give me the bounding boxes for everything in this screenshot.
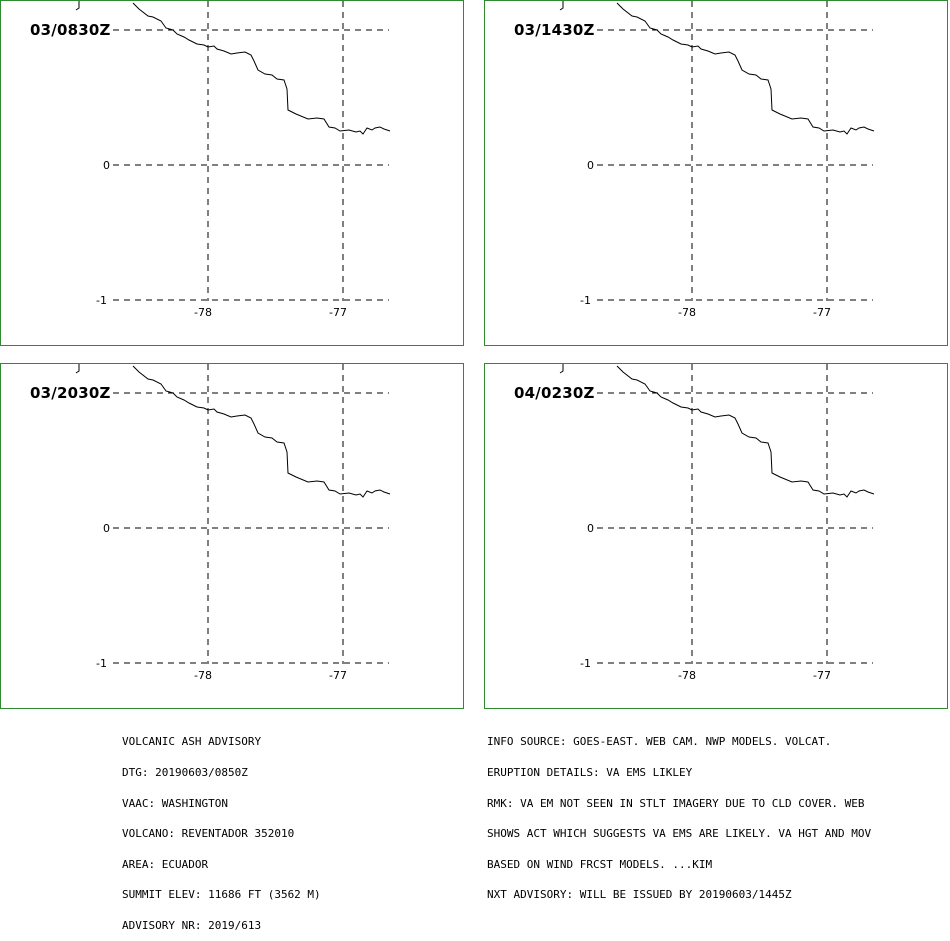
lon-label-minus78: -78 [678, 669, 696, 682]
advisory-number: ADVISORY NR: 2019/613 [122, 919, 262, 933]
lat-label-0: 0 [103, 522, 110, 535]
map-panel-4: 04/0230Z 0 -1 -78 -77 [484, 363, 948, 709]
advisory-info-source: INFO SOURCE: GOES-EAST. WEB CAM. NWP MOD… [487, 735, 832, 749]
advisory-vaac: VAAC: WASHINGTON [122, 796, 228, 810]
valid-time-label: 03/2030Z [30, 384, 111, 402]
map-canvas-2 [559, 1, 875, 301]
boundary-marker [75, 1, 80, 11]
boundary-marker [559, 364, 564, 374]
lon-label-minus77: -77 [813, 669, 831, 682]
lon-label-minus77: -77 [813, 306, 831, 319]
boundary-marker [559, 1, 564, 11]
graticule-4 [559, 364, 873, 664]
advisory-remark-2: SHOWS ACT WHICH SUGGESTS VA EMS ARE LIKE… [487, 827, 872, 841]
graticule-1 [75, 1, 389, 301]
map-panel-3: 03/2030Z 0 -1 -78 -77 [0, 363, 464, 709]
lat-label-minus1: -1 [96, 657, 107, 670]
lon-label-minus77: -77 [329, 669, 347, 682]
lat-label-minus1: -1 [96, 294, 107, 307]
map-panel-2: 03/1430Z 0 -1 -78 -77 [484, 0, 948, 346]
lat-label-minus1: -1 [580, 294, 591, 307]
advisory-title: VOLCANIC ASH ADVISORY [122, 735, 262, 749]
boundary-marker [75, 364, 80, 374]
coastline-3 [132, 365, 391, 498]
advisory-details-block: INFO SOURCE: GOES-EAST. WEB CAM. NWP MOD… [487, 717, 871, 911]
lon-label-minus78: -78 [194, 669, 212, 682]
advisory-remark-1: RMK: VA EM NOT SEEN IN STLT IMAGERY DUE … [487, 796, 865, 810]
advisory-volcano: VOLCANO: REVENTADOR 352010 [122, 827, 295, 841]
lat-label-minus1: -1 [580, 657, 591, 670]
lon-label-minus77: -77 [329, 306, 347, 319]
graticule-2 [559, 1, 873, 301]
advisory-summit-elev: SUMMIT ELEV: 11686 FT (3562 M) [122, 888, 321, 902]
advisory-eruption-details: ERUPTION DETAILS: VA EMS LIKLEY [487, 766, 693, 780]
lat-label-0: 0 [587, 159, 594, 172]
coastline-2 [616, 2, 875, 135]
advisory-remark-3: BASED ON WIND FRCST MODELS. ...KIM [487, 857, 713, 871]
lat-label-0: 0 [587, 522, 594, 535]
valid-time-label: 03/1430Z [514, 21, 595, 39]
map-canvas-1 [75, 1, 391, 301]
advisory-next: NXT ADVISORY: WILL BE ISSUED BY 20190603… [487, 888, 792, 902]
advisory-dtg: DTG: 20190603/0850Z [122, 766, 248, 780]
lon-label-minus78: -78 [194, 306, 212, 319]
coastline-1 [132, 2, 391, 135]
valid-time-label: 03/0830Z [30, 21, 111, 39]
lat-label-0: 0 [103, 159, 110, 172]
valid-time-label: 04/0230Z [514, 384, 595, 402]
coastline-4 [616, 365, 875, 498]
map-canvas-3 [75, 364, 391, 664]
lon-label-minus78: -78 [678, 306, 696, 319]
map-panel-1: 03/0830Z 0 -1 -78 -77 [0, 0, 464, 346]
advisory-area: AREA: ECUADOR [122, 857, 209, 871]
map-canvas-4 [559, 364, 875, 664]
graticule-3 [75, 364, 389, 664]
advisory-header-block: VOLCANIC ASH ADVISORY DTG: 20190603/0850… [122, 717, 321, 941]
